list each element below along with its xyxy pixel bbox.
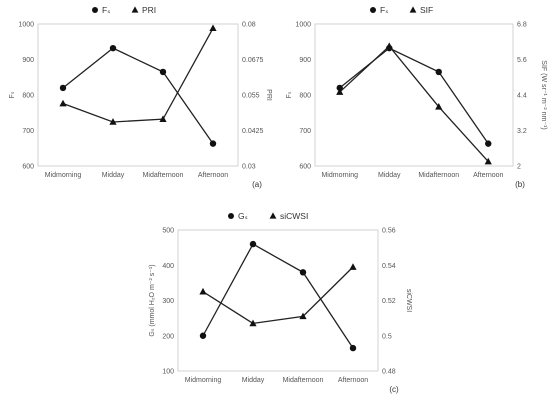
data-point-circle bbox=[336, 84, 343, 92]
y-left-tick-label: 900 bbox=[22, 57, 34, 64]
legend-entry-label: PRI bbox=[142, 5, 156, 15]
x-tick-label: Midday bbox=[242, 377, 265, 384]
y-left-tick-label: 1000 bbox=[295, 22, 311, 29]
data-point-circle bbox=[199, 332, 207, 339]
x-tick-label: Midday bbox=[378, 172, 401, 179]
y-right-tick-label: 5.6 bbox=[517, 57, 527, 64]
legend-entry-label: Gₛ bbox=[238, 211, 248, 221]
y-right-tick-label: 0.0675 bbox=[242, 57, 264, 64]
data-point-triangle bbox=[209, 24, 217, 32]
data-point-circle bbox=[349, 344, 357, 352]
y-right-axis-label: PRI bbox=[265, 89, 272, 101]
data-point-circle bbox=[159, 68, 167, 76]
data-point-circle bbox=[109, 44, 117, 52]
y-left-tick-label: 600 bbox=[299, 164, 311, 171]
y-right-tick-label: 3.2 bbox=[517, 128, 527, 135]
legend-marker-triangle bbox=[131, 6, 139, 13]
panel-label: (a) bbox=[252, 180, 262, 189]
data-point-triangle bbox=[199, 287, 207, 295]
y-right-tick-label: 0.0425 bbox=[242, 128, 264, 135]
data-point-triangle bbox=[385, 42, 393, 49]
legend-marker-circle bbox=[228, 213, 234, 219]
series-line-1 bbox=[62, 47, 214, 145]
y-right-tick-label: 0.03 bbox=[242, 164, 256, 171]
x-tick-label: Afternoon bbox=[338, 377, 368, 384]
y-right-axis-label: SIF (W sr⁻¹ m⁻² nm⁻¹) bbox=[540, 60, 547, 129]
x-tick-label: Afternoon bbox=[198, 172, 228, 179]
x-tick-label: Midafternoon bbox=[143, 172, 184, 179]
y-left-tick-label: 100 bbox=[162, 369, 174, 376]
y-left-tick-label: 800 bbox=[22, 93, 34, 100]
y-left-axis-label: Fₛ bbox=[9, 91, 16, 98]
data-point-circle bbox=[485, 140, 492, 147]
data-point-circle bbox=[59, 84, 67, 92]
legend-entry-label: siCWSI bbox=[280, 211, 308, 221]
y-left-tick-label: 1000 bbox=[18, 22, 34, 29]
legend-entry-label: Fₛ bbox=[102, 5, 110, 15]
panel-label: (c) bbox=[389, 385, 399, 394]
data-point-triangle bbox=[109, 118, 117, 125]
data-point-triangle bbox=[159, 115, 167, 122]
plot-frame bbox=[177, 229, 379, 372]
x-tick-label: Midmorning bbox=[45, 172, 82, 179]
x-tick-label: Afternoon bbox=[473, 172, 503, 179]
series-line-2 bbox=[202, 266, 354, 325]
y-left-tick-label: 400 bbox=[162, 263, 174, 270]
x-tick-label: Midmorning bbox=[185, 377, 222, 384]
y-left-tick-label: 600 bbox=[22, 164, 34, 171]
x-tick-label: Midafternoon bbox=[283, 377, 324, 384]
y-left-tick-label: 700 bbox=[22, 128, 34, 135]
data-point-circle bbox=[435, 68, 442, 76]
legend-entry-label: Fₛ bbox=[380, 5, 388, 15]
y-left-axis-label: Gₛ (mmol H₂O m⁻² s⁻¹) bbox=[149, 264, 156, 336]
y-right-tick-label: 0.52 bbox=[382, 298, 396, 305]
data-point-triangle bbox=[59, 99, 67, 107]
x-tick-label: Midday bbox=[102, 172, 125, 179]
y-left-tick-label: 200 bbox=[162, 333, 174, 340]
y-right-tick-label: 6.8 bbox=[517, 22, 527, 29]
data-point-triangle bbox=[435, 103, 443, 110]
y-left-tick-label: 900 bbox=[299, 57, 311, 64]
x-tick-label: Midafternoon bbox=[418, 172, 459, 179]
chart-panel-3: 100 200 300 400 500 0.48 0.5 0.52 0.54 0.56 Midmor… bbox=[149, 211, 412, 394]
y-right-tick-label: 0.56 bbox=[382, 228, 396, 235]
y-right-tick-label: 0.48 bbox=[382, 369, 396, 376]
y-right-tick-label: 4.4 bbox=[517, 93, 527, 100]
x-tick-label: Midmorning bbox=[321, 172, 358, 179]
y-right-tick-label: 0.54 bbox=[382, 263, 396, 270]
y-left-tick-label: 300 bbox=[162, 298, 174, 305]
plot-frame bbox=[37, 23, 239, 167]
data-point-triangle bbox=[336, 88, 344, 95]
legend-marker-circle bbox=[92, 7, 98, 13]
data-point-triangle bbox=[299, 312, 307, 320]
series-line-1 bbox=[202, 243, 354, 349]
data-point-circle bbox=[209, 140, 217, 147]
series-line-1 bbox=[339, 47, 489, 145]
series-line-2 bbox=[62, 27, 214, 123]
y-left-tick-label: 800 bbox=[299, 93, 311, 100]
legend-entry-label: SIF bbox=[420, 5, 433, 15]
panel-label: (b) bbox=[515, 180, 525, 189]
plot-frame bbox=[314, 23, 514, 167]
series-line-2 bbox=[339, 45, 489, 162]
y-left-tick-label: 700 bbox=[299, 128, 311, 135]
chart-panel-1: 600 700 800 900 1000 0.03 0.0425 0.055 0.0675 0.0… bbox=[9, 5, 272, 189]
y-right-tick-label: 0.5 bbox=[382, 333, 392, 340]
y-right-tick-label: 0.08 bbox=[242, 22, 256, 29]
y-left-tick-label: 500 bbox=[162, 228, 174, 235]
data-point-circle bbox=[249, 240, 257, 248]
legend-marker-triangle bbox=[409, 6, 417, 13]
y-left-axis-label: Fₛ bbox=[286, 91, 293, 98]
data-point-triangle bbox=[249, 319, 257, 327]
y-right-tick-label: 2 bbox=[517, 164, 521, 171]
data-point-triangle bbox=[349, 263, 357, 270]
y-right-axis-label: siCWSI bbox=[405, 289, 412, 312]
legend-marker-circle bbox=[370, 7, 376, 13]
legend-marker-triangle bbox=[269, 212, 277, 219]
data-point-triangle bbox=[484, 157, 492, 165]
chart-panel-2: 600 700 800 900 1000 2 3.2 4.4 5.6 6.8 Midmorning M… bbox=[286, 5, 547, 189]
y-right-tick-label: 0.055 bbox=[242, 93, 260, 100]
data-point-circle bbox=[299, 269, 307, 276]
